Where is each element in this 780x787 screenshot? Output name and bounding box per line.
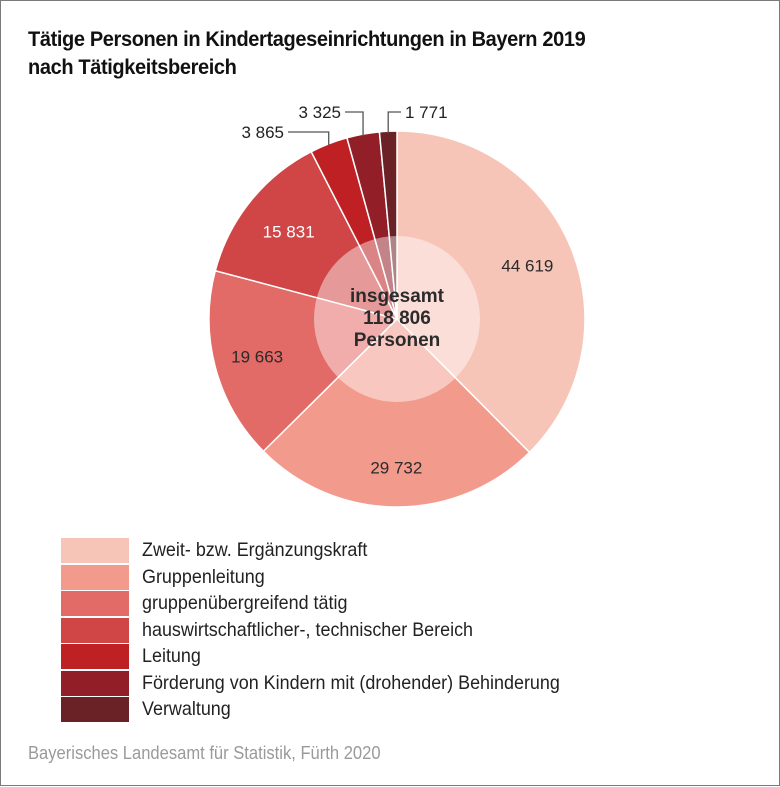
center-circle bbox=[314, 236, 480, 402]
legend-swatch bbox=[61, 591, 129, 616]
legend-swatch bbox=[61, 644, 129, 669]
source-note: Bayerisches Landesamt für Statistik, Für… bbox=[28, 743, 381, 763]
slice-labels: 44 619 29 732 19 663 15 831 3 865 3 325 1 771 bbox=[231, 103, 553, 478]
leader-line bbox=[345, 111, 364, 137]
legend-label: gruppenübergreifend tätig bbox=[142, 592, 348, 614]
legend-swatch bbox=[61, 697, 129, 722]
pie-slice bbox=[396, 130, 586, 454]
pie-slices bbox=[208, 130, 586, 508]
legend-label: Zweit- bzw. Ergänzungskraft bbox=[142, 539, 368, 561]
slice-value-label: 1 771 bbox=[405, 103, 448, 122]
slice-value-label: 44 619 bbox=[501, 256, 553, 275]
pie-slice bbox=[214, 150, 399, 321]
legend-label: hauswirtschaftlicher-, technischer Berei… bbox=[142, 618, 474, 641]
slice-value-label: 3 325 bbox=[298, 103, 341, 122]
legend-swatch bbox=[61, 564, 129, 590]
slice-value-label: 29 732 bbox=[370, 459, 422, 478]
center-label-line-1: insgesamt bbox=[350, 286, 445, 307]
chart-title: Tätige Personen in Kindertageseinrichtun… bbox=[28, 25, 772, 81]
slice-value-label: 15 831 bbox=[263, 223, 315, 242]
legend-label: Gruppenleitung bbox=[142, 565, 265, 588]
center-label-total: 118 806 bbox=[363, 308, 431, 329]
pie-slice bbox=[208, 269, 399, 453]
leader-line bbox=[387, 111, 401, 134]
legend-swatch bbox=[61, 617, 129, 643]
chart-title-line-1: Tätige Personen in Kindertageseinrichtun… bbox=[28, 27, 586, 51]
chart-title-line-2: nach Tätigkeitsbereich bbox=[28, 55, 237, 79]
center-label: insgesamt 118 806 Personen bbox=[350, 286, 445, 351]
legend-label: Verwaltung bbox=[142, 698, 231, 720]
legend-swatch bbox=[61, 538, 129, 563]
legend-label: Förderung von Kindern mit (drohender) Be… bbox=[142, 671, 560, 694]
center-label-line-3: Personen bbox=[354, 330, 441, 351]
legend-label: Leitung bbox=[142, 645, 201, 667]
pie-slice bbox=[262, 317, 531, 508]
leader-lines bbox=[288, 111, 401, 146]
slice-value-label: 19 663 bbox=[231, 347, 283, 366]
leader-line bbox=[288, 131, 330, 146]
legend-swatch bbox=[61, 670, 129, 696]
slice-value-label: 3 865 bbox=[241, 123, 284, 142]
